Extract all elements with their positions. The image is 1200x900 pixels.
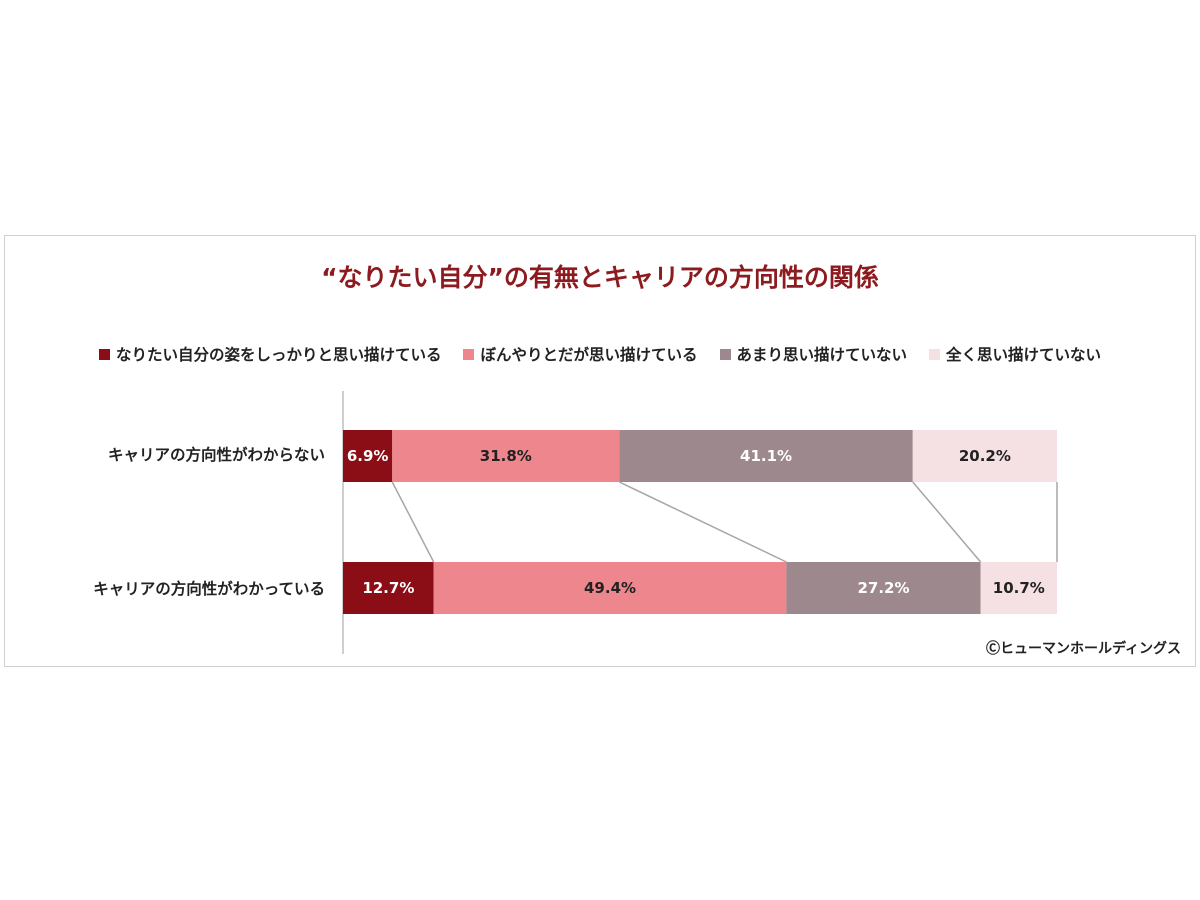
series-line-1 bbox=[391, 481, 435, 563]
data-label-1-2: 31.8% bbox=[480, 447, 532, 465]
data-label-1-3: 41.1% bbox=[740, 447, 792, 465]
bar-segment-2-3 bbox=[786, 562, 981, 614]
bar-chart: 6.9% 31.8% 41.1% 20.2% 12.7% 49.4% 27.2% 10.7% bbox=[342, 391, 1058, 654]
data-label-1-4: 20.2% bbox=[959, 447, 1011, 465]
chart-title: “なりたい自分”の有無とキャリアの方向性の関係 bbox=[321, 263, 879, 292]
bar-segment-2-4 bbox=[980, 562, 1057, 614]
credit-text: Ⓒヒューマンホールディングス bbox=[985, 641, 1181, 657]
bar-segment-2-2 bbox=[433, 562, 787, 614]
data-label-2-3: 27.2% bbox=[857, 579, 909, 597]
legend-item-2: ぼんやりとだが思い描けている bbox=[463, 342, 698, 366]
bar-segment-2-1 bbox=[343, 562, 434, 614]
legend-swatch-1 bbox=[98, 348, 110, 360]
legend-swatch-3 bbox=[719, 348, 731, 360]
legend-item-1: なりたい自分の姿をしっかりと思い描けている bbox=[98, 342, 442, 366]
category-label-1: キャリアの方向性がわからない bbox=[107, 446, 325, 464]
data-label-2-1: 12.7% bbox=[362, 579, 414, 597]
chart-frame: “なりたい自分”の有無とキャリアの方向性の関係 なりたい自分の姿をしっかりと思い… bbox=[4, 235, 1196, 667]
legend-label-2: ぼんやりとだが思い描けている bbox=[480, 346, 698, 364]
legend: なりたい自分の姿をしっかりと思い描けている ぼんやりとだが思い描けている あまり… bbox=[5, 342, 1195, 366]
bar-segment-1-4 bbox=[912, 430, 1057, 482]
data-label-2-4: 10.7% bbox=[993, 579, 1045, 597]
series-line-3 bbox=[912, 481, 982, 563]
legend-swatch-2 bbox=[463, 348, 475, 360]
bar-segment-1-3 bbox=[619, 430, 913, 482]
legend-item-4: 全く思い描けていない bbox=[929, 342, 1101, 366]
legend-label-4: 全く思い描けていない bbox=[946, 346, 1102, 364]
series-line-2 bbox=[618, 481, 787, 563]
legend-swatch-4 bbox=[929, 348, 941, 360]
bar-segment-1-1 bbox=[343, 430, 393, 482]
legend-label-1: なりたい自分の姿をしっかりと思い描けている bbox=[115, 346, 442, 364]
data-label-1-1: 6.9% bbox=[347, 447, 389, 465]
legend-label-3: あまり思い描けていない bbox=[736, 346, 908, 364]
legend-item-3: あまり思い描けていない bbox=[719, 342, 908, 366]
data-label-2-2: 49.4% bbox=[584, 579, 636, 597]
category-label-2: キャリアの方向性がわかっている bbox=[93, 580, 325, 598]
bar-segment-1-2 bbox=[392, 430, 620, 482]
